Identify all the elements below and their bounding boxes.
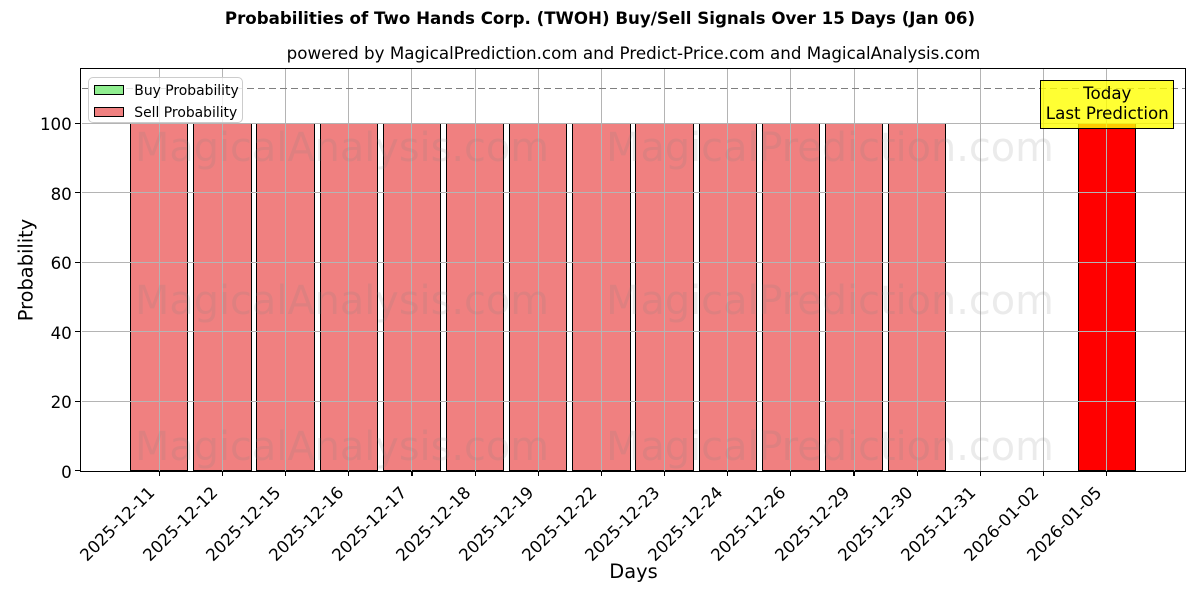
legend-swatch-sell — [93, 107, 124, 118]
threshold-dashed-line — [81, 87, 1186, 90]
x-tick-mark — [600, 471, 602, 477]
y-tick-mark — [75, 331, 81, 333]
y-tick-label: 80 — [50, 183, 72, 204]
x-tick-mark — [1042, 471, 1045, 477]
gridline-vertical — [727, 69, 729, 471]
annotation-line1: Today — [1083, 82, 1132, 103]
gridline-vertical — [790, 69, 792, 471]
gridline-horizontal — [81, 192, 1186, 194]
gridline-vertical — [158, 69, 160, 471]
x-tick-mark — [285, 471, 287, 477]
gridline-horizontal — [81, 400, 1186, 402]
x-tick-mark — [727, 471, 729, 477]
x-axis-label: Days — [609, 560, 658, 583]
annotation-line2: Last Prediction — [1045, 102, 1169, 123]
y-tick-mark — [75, 122, 81, 125]
y-tick-label: 0 — [61, 461, 72, 482]
legend: Buy Probability Sell Probability — [88, 76, 244, 124]
y-tick-mark — [75, 261, 81, 263]
gridline-vertical — [221, 69, 223, 471]
y-tick-label: 100 — [39, 114, 72, 135]
y-tick-mark — [75, 400, 81, 402]
gridline-vertical — [348, 69, 350, 471]
legend-label-sell: Sell Probability — [134, 104, 238, 121]
gridline-horizontal — [81, 261, 1186, 263]
x-tick-mark — [1106, 471, 1108, 477]
legend-label-buy: Buy Probability — [134, 82, 239, 99]
x-tick-mark — [537, 471, 539, 477]
x-tick-mark — [663, 471, 666, 477]
x-tick-mark — [979, 471, 981, 477]
x-tick-mark — [411, 471, 413, 477]
gridline-vertical — [916, 69, 918, 471]
gridline-vertical — [537, 69, 539, 471]
gridline-vertical — [1106, 69, 1108, 471]
x-tick-mark — [916, 471, 918, 477]
x-tick-mark — [790, 471, 792, 477]
gridline-vertical — [411, 69, 413, 471]
y-axis-label: Probability — [14, 218, 38, 322]
chart-title: Probabilities of Two Hands Corp. (TWOH) … — [224, 9, 976, 29]
y-tick-mark — [75, 470, 81, 472]
y-tick-mark — [75, 192, 81, 194]
gridline-vertical — [853, 69, 855, 471]
gridline-vertical — [664, 69, 666, 471]
y-tick-label: 60 — [50, 253, 72, 274]
gridline-vertical — [979, 69, 981, 471]
gridline-horizontal — [81, 331, 1186, 333]
gridline-vertical — [600, 69, 602, 471]
gridline-vertical — [285, 69, 287, 471]
y-tick-label: 20 — [50, 392, 72, 413]
x-tick-mark — [853, 471, 855, 477]
x-tick-mark — [348, 471, 350, 477]
gridline-vertical — [474, 69, 476, 471]
chart-subtitle: powered by MagicalPrediction.com and Pre… — [286, 42, 981, 63]
x-tick-mark — [158, 471, 160, 477]
gridline-horizontal — [81, 122, 1186, 124]
x-tick-mark — [221, 471, 224, 477]
today-annotation: Today Last Prediction — [1040, 80, 1175, 129]
legend-swatch-buy — [93, 85, 124, 96]
gridline-vertical — [1043, 69, 1045, 471]
x-tick-mark — [474, 471, 476, 477]
y-tick-label: 40 — [50, 322, 72, 343]
